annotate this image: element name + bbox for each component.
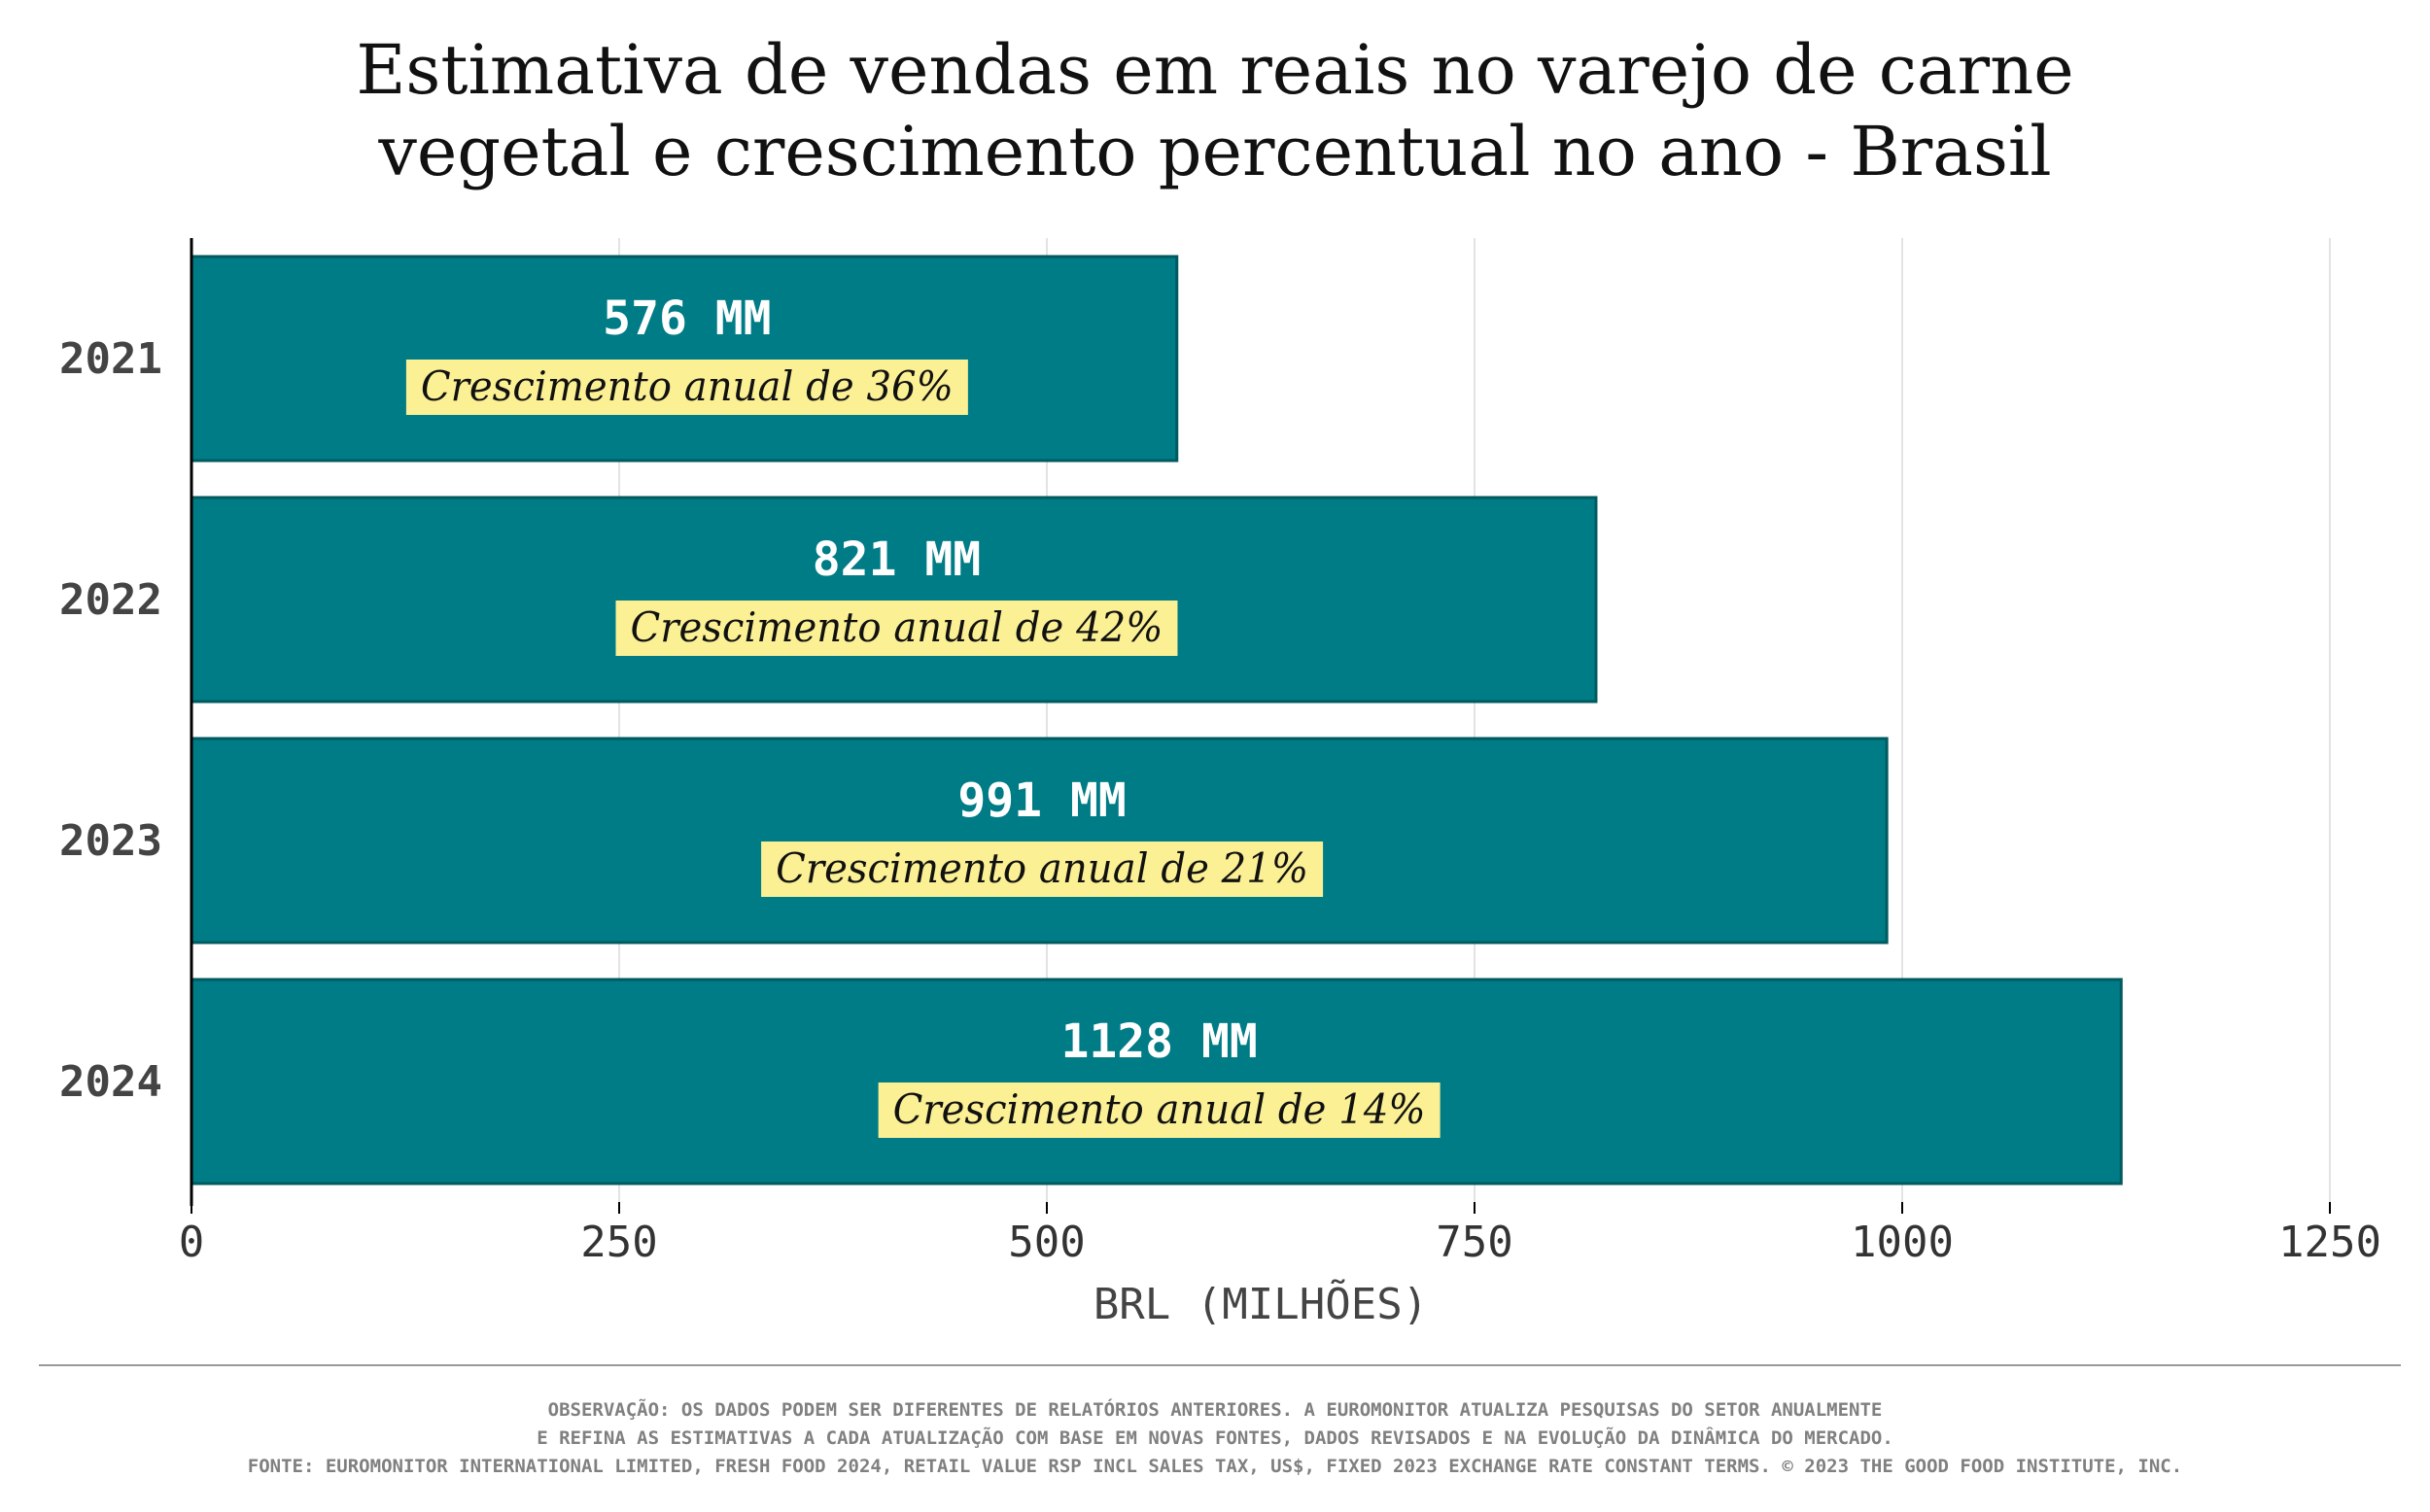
bar-group-2024: 1128 MM Crescimento anual de 14%: [190, 978, 2123, 1186]
x-tick-label-750: 750: [1436, 1218, 1512, 1267]
x-tick-label-500: 500: [1008, 1218, 1085, 1267]
chart-title-line-1: Estimativa de vendas em reais no varejo …: [356, 30, 2074, 110]
growth-label-background-2021: [405, 360, 968, 415]
growth-label-background-2023: [761, 842, 1324, 897]
x-tick-label-250: 250: [580, 1218, 657, 1267]
bar-value-label-2024: 1128 MM: [1060, 1014, 1257, 1069]
bar-chart: 576 MM Crescimento anual de 36% 821 MM Cres…: [59, 238, 2381, 1329]
x-tick-label-0: 0: [179, 1218, 205, 1267]
footer-source: FONTE: EUROMONITOR INTERNATIONAL LIMITED…: [247, 1456, 2183, 1477]
bar-group-2022: 821 MM Crescimento anual de 42%: [190, 496, 1598, 704]
growth-label-background-2022: [615, 601, 1178, 656]
bars: 576 MM Crescimento anual de 36% 821 MM Cres…: [190, 255, 2123, 1186]
footer-notes: OBSERVAÇÃO: OS DADOS PODEM SER DIFERENTE…: [0, 1396, 2430, 1481]
footer-note-line-2: E REFINA AS ESTIMATIVAS A CADA ATUALIZAÇ…: [537, 1427, 1893, 1449]
y-tick-label-2021: 2021: [59, 334, 162, 384]
x-axis-title: BRL (MILHÕES): [1094, 1279, 1428, 1329]
growth-label-background-2024: [878, 1082, 1441, 1138]
bar-2022: [190, 496, 1598, 704]
x-tick-label-1250: 1250: [2278, 1218, 2381, 1267]
x-tick-label-1000: 1000: [1851, 1218, 1954, 1267]
bar-2023: [190, 737, 1889, 945]
bar-2021: [190, 255, 1179, 463]
bar-value-label-2021: 576 MM: [603, 292, 771, 346]
bar-value-label-2022: 821 MM: [813, 533, 981, 587]
growth-label-2024: Crescimento anual de 14%: [893, 1085, 1426, 1133]
growth-label-2021: Crescimento anual de 36%: [421, 362, 954, 410]
bar-group-2021: 576 MM Crescimento anual de 36%: [190, 255, 1179, 463]
chart-title-line-2: vegetal e crescimento percentual no ano …: [378, 112, 2052, 191]
footer-note-line-1: OBSERVAÇÃO: OS DADOS PODEM SER DIFERENTE…: [547, 1399, 1883, 1421]
bar-group-2023: 991 MM Crescimento anual de 21%: [190, 737, 1889, 945]
y-tick-label-2024: 2024: [59, 1057, 162, 1107]
bar-2024: [190, 978, 2123, 1186]
y-tick-label-2022: 2022: [59, 575, 162, 625]
chart-title: Estimativa de vendas em reais no varejo …: [0, 29, 2430, 192]
growth-label-2023: Crescimento anual de 21%: [776, 844, 1308, 892]
bar-value-label-2023: 991 MM: [957, 773, 1126, 828]
y-tick-label-2023: 2023: [59, 816, 162, 866]
footer-divider: [39, 1364, 2401, 1366]
growth-label-2022: Crescimento anual de 42%: [630, 603, 1163, 651]
axes: 0 250 500 750 1000 1250 2021 2022 2023 2024: [59, 238, 2381, 1267]
